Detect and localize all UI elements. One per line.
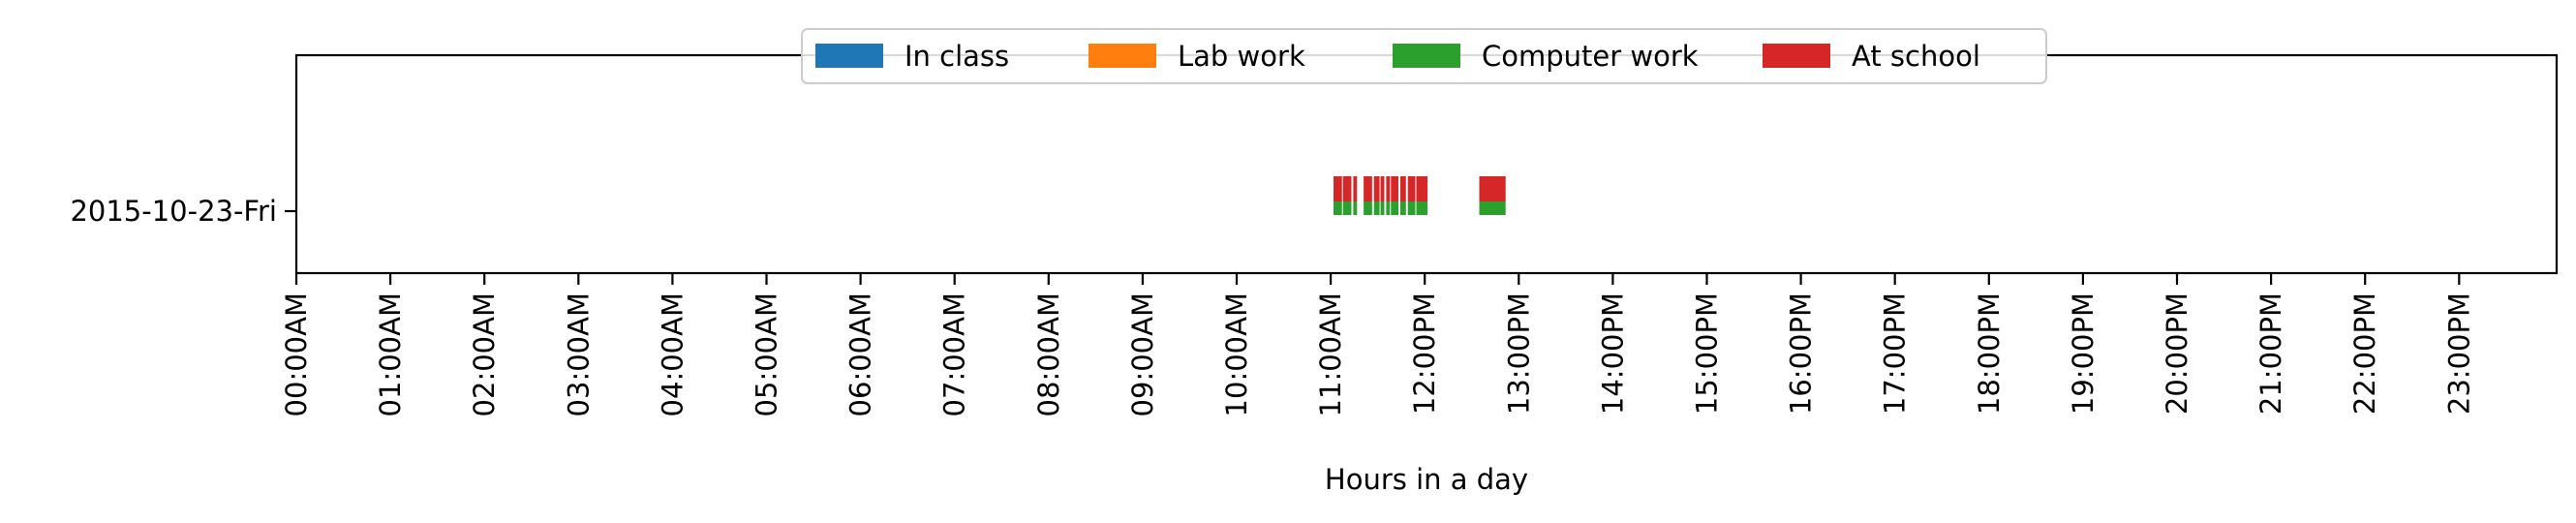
legend-label: At school [1852, 40, 1980, 73]
activity-bar [1380, 176, 1385, 201]
x-tick-label: 19:00PM [2067, 292, 2100, 415]
legend-swatch [1763, 44, 1830, 68]
activity-bar [1399, 201, 1406, 215]
x-tick-label: 20:00PM [2161, 292, 2193, 415]
activity-bar [1364, 201, 1372, 215]
activity-bar [1416, 201, 1428, 215]
x-tick-label: 03:00AM [562, 292, 595, 416]
x-tick-label: 23:00PM [2442, 292, 2475, 415]
legend-label: In class [905, 40, 1009, 73]
x-tick-label: 07:00AM [938, 292, 971, 416]
x-axis: 00:00AM 01:00AM 02:00AM 03:00AM 04:00AM 05:00… [280, 273, 2475, 416]
activity-bar [1407, 176, 1416, 201]
activity-bar [1364, 176, 1372, 201]
x-tick-label: 06:00AM [844, 292, 877, 416]
x-tick-label: 08:00AM [1032, 292, 1065, 416]
plot-frame [294, 53, 2559, 275]
x-tick-label: 02:00AM [468, 292, 501, 416]
legend: In class Lab work Computer work At school [801, 28, 2047, 84]
activity-bar [1373, 201, 1380, 215]
legend-swatch [815, 44, 883, 68]
x-axis-label: Hours in a day [1325, 463, 1528, 496]
activity-bar [1342, 176, 1352, 201]
activity-bar [1334, 201, 1342, 215]
x-tick-label: 16:00PM [1785, 292, 1818, 415]
y-category-label: 2015-10-23-Fri [70, 195, 277, 228]
activity-bar [1380, 201, 1385, 215]
x-tick-label: 14:00PM [1596, 292, 1629, 415]
activity-bar [1353, 176, 1358, 201]
activity-bar [1479, 176, 1506, 201]
legend-swatch [1089, 44, 1156, 68]
x-tick-label: 22:00PM [2348, 292, 2381, 415]
x-tick-label: 12:00PM [1408, 292, 1441, 415]
x-tick-label: 05:00AM [751, 292, 783, 416]
x-tick-label: 00:00AM [280, 292, 313, 416]
activity-bar [1334, 176, 1342, 201]
bars-layer [1334, 176, 1506, 215]
x-tick-label: 15:00PM [1691, 292, 1724, 415]
x-tick-label: 01:00AM [374, 292, 407, 416]
x-tick-label: 04:00AM [656, 292, 689, 416]
activity-bar [1416, 176, 1428, 201]
x-tick-label: 18:00PM [1973, 292, 2006, 415]
activity-bar [1342, 201, 1352, 215]
activity-bar [1391, 176, 1399, 201]
legend-label: Computer work [1482, 40, 1699, 73]
x-tick-label: 11:00AM [1314, 292, 1347, 416]
legend-swatch [1393, 44, 1460, 68]
x-tick-label: 17:00PM [1879, 292, 1912, 415]
activity-bar [1399, 176, 1406, 201]
activity-bar [1407, 201, 1416, 215]
activity-bar [1353, 201, 1358, 215]
x-tick-label: 13:00PM [1502, 292, 1535, 415]
legend-label: Lab work [1178, 40, 1305, 73]
activity-bar [1373, 176, 1380, 201]
y-axis: 2015-10-23-Fri [70, 195, 296, 228]
activity-bar [1386, 201, 1391, 215]
activity-bar [1386, 176, 1391, 201]
activity-bar [1391, 201, 1399, 215]
x-tick-label: 21:00PM [2254, 292, 2287, 415]
x-tick-label: 10:00AM [1220, 292, 1253, 416]
x-tick-label: 09:00AM [1126, 292, 1159, 416]
activity-bar [1479, 201, 1506, 215]
